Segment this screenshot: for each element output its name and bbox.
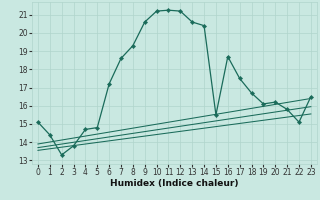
X-axis label: Humidex (Indice chaleur): Humidex (Indice chaleur) [110, 179, 239, 188]
